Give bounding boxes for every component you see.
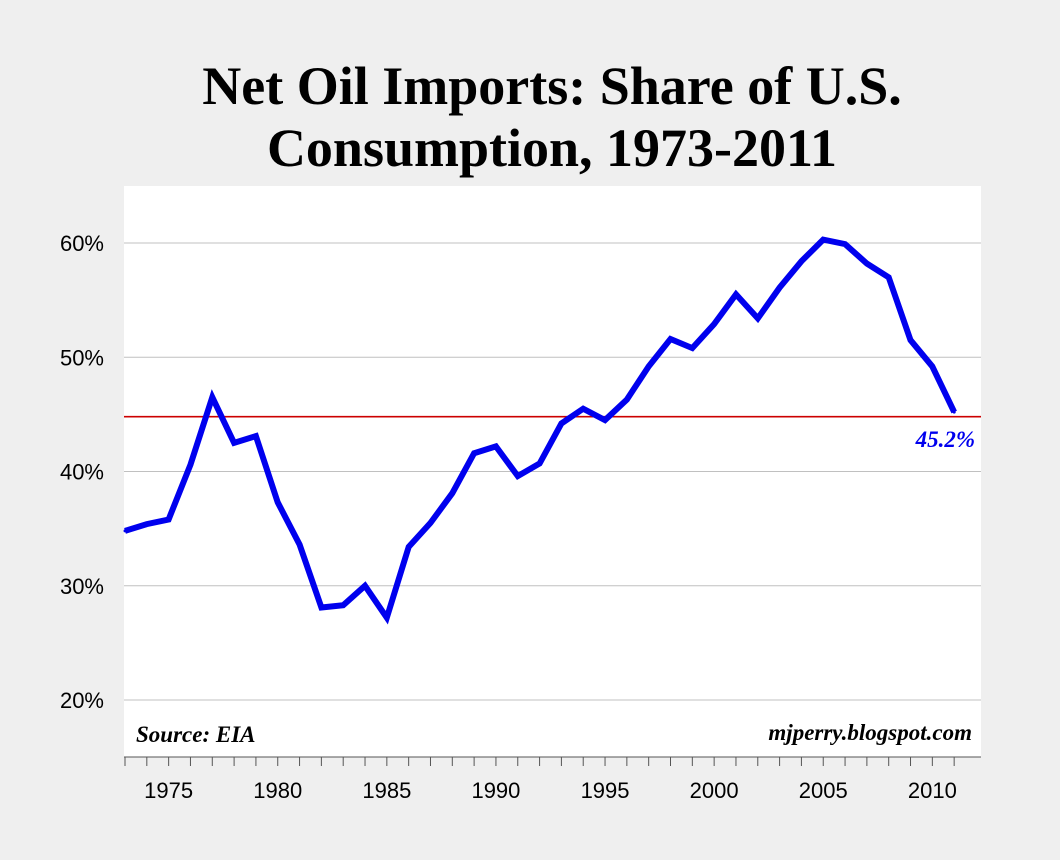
data-point-1988 xyxy=(450,491,454,495)
source-note: Source: EIA xyxy=(136,722,256,747)
data-point-1985 xyxy=(385,616,389,620)
x-axis xyxy=(124,756,981,766)
data-point-2001 xyxy=(734,292,738,296)
data-point-2002 xyxy=(756,316,760,320)
data-point-1991 xyxy=(516,474,520,478)
data-point-2009 xyxy=(909,338,912,342)
data-point-2008 xyxy=(887,275,891,279)
y-tick-label-60: 60% xyxy=(60,231,104,256)
data-point-1990 xyxy=(494,444,498,448)
data-point-1981 xyxy=(298,543,302,547)
data-point-1986 xyxy=(407,545,411,549)
x-tick-label-2010: 2010 xyxy=(908,778,957,803)
data-point-1975 xyxy=(167,518,171,521)
x-tick-label-1985: 1985 xyxy=(362,778,411,803)
data-point-1974 xyxy=(145,522,149,526)
data-point-2006 xyxy=(843,242,847,246)
data-point-2000 xyxy=(712,322,716,326)
data-point-1989 xyxy=(472,451,476,455)
x-tick-label-1980: 1980 xyxy=(253,778,302,803)
y-tick-label-50: 50% xyxy=(60,345,104,370)
series-group xyxy=(123,236,957,625)
data-point-1977 xyxy=(210,395,214,399)
chart-title-line-2: Consumption, 1973-2011 xyxy=(267,118,837,178)
x-tick-label-1995: 1995 xyxy=(581,778,630,803)
y-axis-labels: 20% 30% 40% 50% 60% xyxy=(60,231,104,713)
data-point-2004 xyxy=(799,259,803,263)
data-point-1998 xyxy=(669,337,672,341)
data-point-1994 xyxy=(581,407,585,411)
data-point-1997 xyxy=(647,364,651,368)
data-point-2003 xyxy=(778,286,782,290)
data-point-1996 xyxy=(625,398,629,401)
data-point-1987 xyxy=(429,521,432,525)
x-axis-labels: 1975 1980 1985 1990 1995 2000 2005 2010 xyxy=(144,778,957,803)
data-point-1973 xyxy=(123,529,127,533)
data-point-2005 xyxy=(821,238,825,242)
y-tick-label-30: 30% xyxy=(60,574,104,599)
y-tick-label-20: 20% xyxy=(60,688,104,713)
data-point-1980 xyxy=(276,500,280,504)
data-point-2010 xyxy=(930,364,934,368)
chart-title-line-1: Net Oil Imports: Share of U.S. xyxy=(202,56,901,116)
data-point-1999 xyxy=(690,346,694,350)
data-point-1976 xyxy=(189,463,192,467)
credit-note: mjperry.blogspot.com xyxy=(768,720,972,745)
data-point-1979 xyxy=(254,434,258,438)
data-point-1982 xyxy=(319,606,323,609)
data-point-1992 xyxy=(538,462,542,465)
x-tick-label-2005: 2005 xyxy=(799,778,848,803)
x-tick-label-1990: 1990 xyxy=(471,778,520,803)
data-point-1995 xyxy=(603,418,607,422)
data-point-1983 xyxy=(341,603,345,607)
data-point-1978 xyxy=(232,441,236,445)
x-tick-label-2000: 2000 xyxy=(690,778,739,803)
data-point-1993 xyxy=(559,422,563,425)
end-value-label: 45.2% xyxy=(915,427,975,452)
data-point-1984 xyxy=(363,584,367,588)
x-tick-label-1975: 1975 xyxy=(144,778,193,803)
y-tick-label-40: 40% xyxy=(60,460,104,485)
data-point-2007 xyxy=(865,262,869,266)
data-point-2011 xyxy=(952,410,956,414)
